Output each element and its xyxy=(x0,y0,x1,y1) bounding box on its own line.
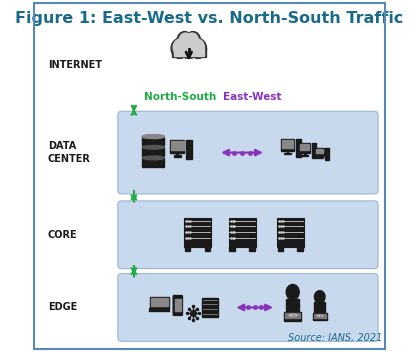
Bar xyxy=(319,156,321,157)
Bar xyxy=(277,247,283,251)
Circle shape xyxy=(178,33,200,58)
Circle shape xyxy=(190,39,204,56)
Bar xyxy=(286,299,299,312)
Bar xyxy=(316,157,323,158)
Text: North-South: North-South xyxy=(144,92,216,102)
Bar xyxy=(170,140,184,153)
Bar xyxy=(314,314,326,319)
Circle shape xyxy=(286,284,299,300)
Bar xyxy=(171,141,184,150)
Ellipse shape xyxy=(142,135,164,139)
Bar xyxy=(142,158,164,166)
Text: East-West: East-West xyxy=(222,92,281,102)
Circle shape xyxy=(173,39,188,56)
FancyBboxPatch shape xyxy=(173,296,182,315)
Text: INTERNET: INTERNET xyxy=(48,61,102,70)
Bar xyxy=(202,297,217,302)
FancyBboxPatch shape xyxy=(118,201,378,269)
Bar xyxy=(149,308,169,312)
Bar xyxy=(185,247,190,251)
FancyBboxPatch shape xyxy=(118,274,378,341)
Bar xyxy=(314,302,325,313)
Bar xyxy=(326,147,329,159)
Bar xyxy=(312,143,316,158)
Bar xyxy=(316,149,323,153)
Bar xyxy=(202,302,217,307)
Bar xyxy=(202,308,217,312)
Circle shape xyxy=(186,33,199,48)
Bar xyxy=(285,313,300,319)
Bar xyxy=(151,297,168,306)
Bar xyxy=(249,247,255,251)
Bar xyxy=(297,247,303,251)
Bar xyxy=(229,247,235,251)
Bar xyxy=(316,147,324,156)
Circle shape xyxy=(179,33,192,48)
Bar xyxy=(285,312,301,321)
Ellipse shape xyxy=(142,145,164,149)
Bar xyxy=(284,153,291,155)
Circle shape xyxy=(190,39,207,58)
Text: Source: IANS, 2021: Source: IANS, 2021 xyxy=(288,333,382,343)
Bar xyxy=(142,147,164,156)
FancyBboxPatch shape xyxy=(184,218,211,247)
Circle shape xyxy=(177,32,192,50)
Text: </>: </> xyxy=(287,313,298,318)
Circle shape xyxy=(179,33,198,56)
Text: </>: </> xyxy=(316,314,324,318)
Circle shape xyxy=(171,39,188,58)
Bar xyxy=(313,313,326,320)
Bar xyxy=(304,153,305,155)
Bar xyxy=(172,48,206,57)
FancyBboxPatch shape xyxy=(118,111,378,194)
Bar xyxy=(142,137,164,145)
Bar xyxy=(176,153,178,156)
Bar xyxy=(295,139,301,157)
Text: EDGE: EDGE xyxy=(48,302,77,313)
Bar xyxy=(173,48,204,56)
Text: DATA
CENTER: DATA CENTER xyxy=(48,142,91,164)
Bar xyxy=(301,155,308,156)
Bar xyxy=(287,151,288,153)
Ellipse shape xyxy=(142,156,164,160)
Text: CORE: CORE xyxy=(48,230,78,240)
Ellipse shape xyxy=(142,135,164,139)
Bar xyxy=(281,139,294,151)
Bar xyxy=(202,313,217,317)
Bar xyxy=(282,140,293,147)
Bar xyxy=(204,247,210,251)
Bar xyxy=(175,298,181,312)
Bar xyxy=(300,144,309,150)
FancyBboxPatch shape xyxy=(228,218,256,247)
Circle shape xyxy=(314,291,325,303)
Bar xyxy=(174,155,181,157)
FancyBboxPatch shape xyxy=(277,218,304,247)
Text: Figure 1: East-West vs. North-South Traffic: Figure 1: East-West vs. North-South Traf… xyxy=(16,11,403,26)
Bar xyxy=(150,296,168,308)
Circle shape xyxy=(186,32,201,50)
Bar xyxy=(186,140,192,159)
Bar xyxy=(300,143,310,153)
